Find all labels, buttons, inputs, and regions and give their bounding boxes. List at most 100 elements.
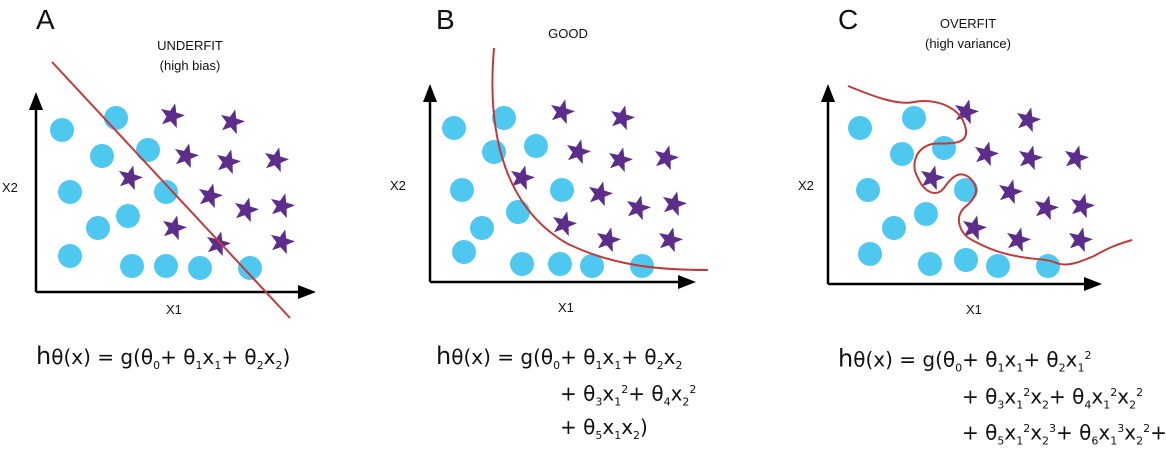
circle-point <box>50 118 74 142</box>
x-axis-label: X1 <box>558 300 574 315</box>
star-point <box>659 227 683 253</box>
circle-point <box>932 136 956 160</box>
class-circles <box>50 106 262 280</box>
panel-letter: A <box>36 4 55 35</box>
x-axis-label: X1 <box>966 302 982 317</box>
star-point <box>217 149 241 175</box>
scatter-plot <box>423 47 709 289</box>
star-point <box>1017 107 1041 133</box>
formula-line: + θ3x12x2+ θ4x12x22 <box>962 384 1144 412</box>
axes <box>428 96 686 284</box>
star-point <box>955 99 979 125</box>
star-point <box>271 193 295 219</box>
panel-underfit: A UNDERFIT (high bias) X2 X1 hθ(x) = g(θ… <box>0 0 388 429</box>
y-axis-label: X2 <box>390 178 406 193</box>
y-axis-label: X2 <box>798 178 814 193</box>
star-point <box>921 165 945 191</box>
star-point <box>221 109 245 135</box>
x-axis-arrowhead <box>1084 277 1102 291</box>
circle-point <box>154 254 178 278</box>
panel-title-line2: (high variance) <box>925 36 1011 51</box>
star-point <box>271 229 295 255</box>
decision-boundary <box>51 61 291 319</box>
x-axis-arrowhead <box>298 285 316 299</box>
circle-point <box>550 178 574 202</box>
circle-point <box>492 106 516 130</box>
circle-point <box>442 116 466 140</box>
hypothesis-formula: hθ(x) = g(θ0+ θ1x1+ θ2x12 + θ3x12x2+ θ4x… <box>838 344 1166 454</box>
panel-overfit: C OVERFIT (high variance) X2 X1 hθ(x) = … <box>776 0 1166 448</box>
star-point <box>611 105 635 131</box>
class-stars <box>511 99 687 253</box>
circle-point <box>918 252 942 276</box>
formula-line: + θ3x12+ θ4x22 <box>560 381 697 409</box>
hypothesis-formula: hθ(x) = g(θ0+ θ1x1+ θ2x2 + θ3x12+ θ4x22 … <box>436 344 696 448</box>
star-point <box>589 181 613 207</box>
scatter-plot <box>821 84 1133 291</box>
circle-point <box>86 216 110 240</box>
star-point <box>1069 227 1093 253</box>
circle-point <box>154 180 178 204</box>
circle-point <box>954 178 978 202</box>
x-axis-arrowhead <box>678 275 696 289</box>
formula-line: + θ5x12x23+ θ6x13x22+ ···) <box>962 420 1166 448</box>
class-circles <box>442 106 654 278</box>
axes <box>826 96 1092 286</box>
scatter-plot <box>29 61 316 319</box>
circle-point <box>902 106 926 130</box>
star-point <box>609 147 633 173</box>
y-axis-arrowhead <box>29 92 43 110</box>
star-point <box>199 183 223 209</box>
circle-point <box>510 252 534 276</box>
circle-point <box>1036 254 1060 278</box>
star-point <box>1007 227 1031 253</box>
circle-point <box>104 106 128 130</box>
star-point <box>265 147 289 173</box>
circle-point <box>524 134 548 158</box>
y-axis-arrowhead <box>423 84 437 102</box>
circle-point <box>848 116 872 140</box>
star-point <box>511 165 535 191</box>
panel-title-line1: GOOD <box>548 26 588 41</box>
star-point <box>963 215 987 241</box>
circle-point <box>450 178 474 202</box>
star-point <box>161 103 185 129</box>
circle-point <box>914 202 938 226</box>
star-point <box>175 143 199 169</box>
circle-point <box>856 178 880 202</box>
circle-point <box>986 254 1010 278</box>
circle-point <box>452 240 476 264</box>
circle-point <box>954 248 978 272</box>
circle-point <box>58 244 82 268</box>
star-point <box>975 141 999 167</box>
decision-boundary <box>491 47 709 271</box>
panel-title-line1: UNDERFIT <box>157 38 223 53</box>
decision-boundary <box>847 85 1133 266</box>
star-point <box>663 191 687 217</box>
circle-point <box>136 138 160 162</box>
star-point <box>207 231 231 257</box>
y-axis-arrowhead <box>821 84 835 102</box>
circle-point <box>890 142 914 166</box>
panel-title-line1: OVERFIT <box>939 16 997 31</box>
star-point <box>655 145 679 171</box>
star-point <box>567 139 591 165</box>
circle-point <box>58 180 82 204</box>
formula-line: hθ(x) = g(θ0+ θ1x1+ θ2x2) <box>36 342 291 372</box>
circle-point <box>506 200 530 224</box>
star-point <box>999 179 1023 205</box>
star-point <box>119 165 143 191</box>
panel-title: GOOD <box>488 24 648 44</box>
formula-line: hθ(x) = g(θ0+ θ1x1+ θ2x12 <box>838 344 1092 375</box>
star-point <box>597 227 621 253</box>
hypothesis-formula: hθ(x) = g(θ0+ θ1x1+ θ2x2) <box>36 344 290 378</box>
class-stars <box>119 103 295 257</box>
circle-point <box>858 242 882 266</box>
star-point <box>551 99 575 125</box>
circle-point <box>116 204 140 228</box>
star-point <box>163 215 187 241</box>
panel-title: UNDERFIT (high bias) <box>110 36 270 76</box>
star-point <box>235 197 259 223</box>
class-stars <box>921 99 1095 253</box>
panel-title-line2: (high bias) <box>159 58 221 73</box>
